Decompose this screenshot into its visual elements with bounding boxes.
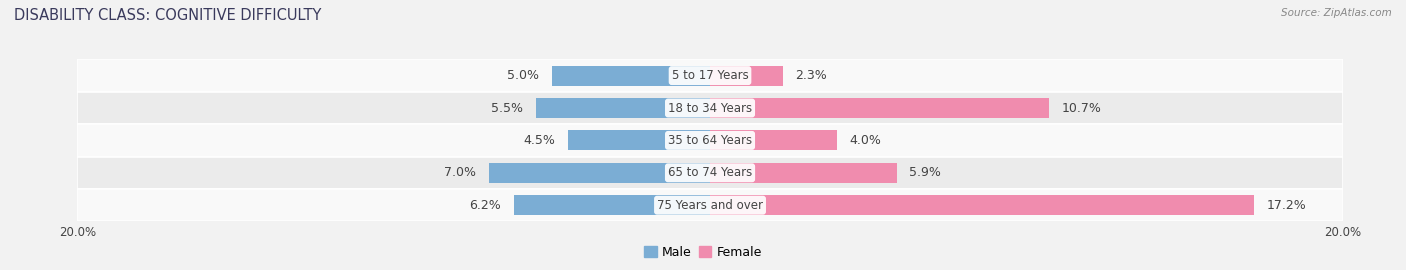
Text: 5.0%: 5.0% [508, 69, 540, 82]
Bar [551, 66, 710, 86]
Text: 4.5%: 4.5% [523, 134, 555, 147]
Bar [489, 163, 710, 183]
Text: Source: ZipAtlas.com: Source: ZipAtlas.com [1281, 8, 1392, 18]
Text: 17.2%: 17.2% [1267, 199, 1306, 212]
Bar [710, 66, 783, 86]
Text: 35 to 64 Years: 35 to 64 Years [668, 134, 752, 147]
Bar [536, 98, 710, 118]
Text: 5.5%: 5.5% [491, 102, 523, 114]
Bar [710, 98, 1049, 118]
Text: DISABILITY CLASS: COGNITIVE DIFFICULTY: DISABILITY CLASS: COGNITIVE DIFFICULTY [14, 8, 322, 23]
Bar [568, 130, 710, 150]
Bar [710, 130, 837, 150]
Bar [77, 92, 1343, 124]
Text: 4.0%: 4.0% [849, 134, 882, 147]
Text: 2.3%: 2.3% [796, 69, 827, 82]
Bar [77, 124, 1343, 157]
Text: 7.0%: 7.0% [444, 166, 475, 179]
Bar [710, 163, 897, 183]
Bar [77, 189, 1343, 221]
Text: 65 to 74 Years: 65 to 74 Years [668, 166, 752, 179]
Legend: Male, Female: Male, Female [640, 241, 766, 264]
Text: 10.7%: 10.7% [1062, 102, 1101, 114]
Text: 18 to 34 Years: 18 to 34 Years [668, 102, 752, 114]
Text: 6.2%: 6.2% [470, 199, 502, 212]
Text: 75 Years and over: 75 Years and over [657, 199, 763, 212]
Bar [515, 195, 710, 215]
Bar [77, 59, 1343, 92]
Text: 5 to 17 Years: 5 to 17 Years [672, 69, 748, 82]
Bar [77, 157, 1343, 189]
Bar [710, 195, 1254, 215]
Text: 5.9%: 5.9% [910, 166, 941, 179]
